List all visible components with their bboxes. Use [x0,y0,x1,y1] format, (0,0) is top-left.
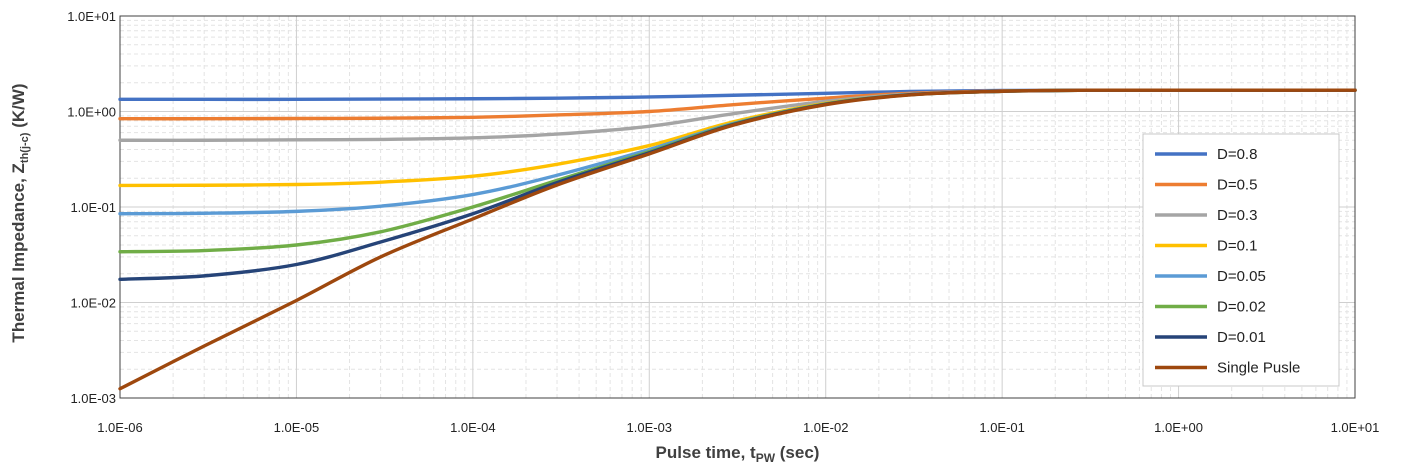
legend-label: D=0.1 [1217,238,1257,255]
plot-area-frame [119,15,1356,399]
series-lines [118,88,1357,391]
y-tick-label: 1.0E-03 [70,391,116,406]
y-axis-title-unit: (K/W) [9,83,28,132]
y-tick-label: 1.0E-02 [70,296,116,311]
x-tick-label: 1.0E-01 [979,420,1025,435]
x-tick-label: 1.0E-04 [450,420,496,435]
y-tick-label: 1.0E-01 [70,200,116,215]
legend-item: D=0.02 [1155,299,1266,316]
legend-label: D=0.05 [1217,268,1266,285]
y-axis-title-main: Thermal Impedance, Z [9,163,28,343]
legend-label: D=0.3 [1217,207,1257,224]
series-line [118,88,1357,391]
legend-box [1142,133,1340,387]
x-axis-title-subscript: PW [756,451,776,465]
legend-item: D=0.1 [1155,238,1257,255]
legend-item: D=0.01 [1155,329,1266,346]
legend-label: D=0.5 [1217,177,1257,194]
x-axis-tick-labels: 1.0E-06 1.0E-05 1.0E-04 1.0E-03 1.0E-02 1.0E-… [97,420,1379,435]
y-tick-label: 1.0E+00 [67,105,116,120]
y-axis-title: Thermal Impedance, Zth(j-c) (K/W) [9,83,31,342]
legend-label: D=0.02 [1217,299,1266,316]
x-tick-label: 1.0E-02 [803,420,849,435]
y-tick-label: 1.0E+01 [67,9,116,24]
y-axis-title-subscript: th(j-c) [19,132,31,163]
legend-item: Single Pusle [1155,360,1300,377]
x-tick-label: 1.0E+00 [1154,420,1203,435]
y-axis-tick-labels: 1.0E-03 1.0E-02 1.0E-01 1.0E+00 1.0E+01 [67,9,116,406]
legend-item: D=0.5 [1155,177,1257,194]
x-axis-title-unit: (sec) [775,443,819,462]
legend: D=0.8 D=0.5 D=0.3 D=0.1 D=0.05 D=0.02 D=0.01 Si… [1142,133,1340,387]
legend-label: D=0.01 [1217,329,1266,346]
x-tick-label: 1.0E-05 [274,420,320,435]
legend-label: D=0.8 [1217,146,1257,163]
legend-item: D=0.05 [1155,268,1266,285]
legend-item: D=0.8 [1155,146,1257,163]
legend-item: D=0.3 [1155,207,1257,224]
legend-label: Single Pusle [1217,360,1300,377]
x-axis-title: Pulse time, tPW (sec) [656,443,820,465]
x-tick-label: 1.0E-03 [627,420,673,435]
x-tick-label: 1.0E+01 [1331,420,1380,435]
x-tick-label: 1.0E-06 [97,420,143,435]
x-axis-title-main: Pulse time, t [656,443,756,462]
